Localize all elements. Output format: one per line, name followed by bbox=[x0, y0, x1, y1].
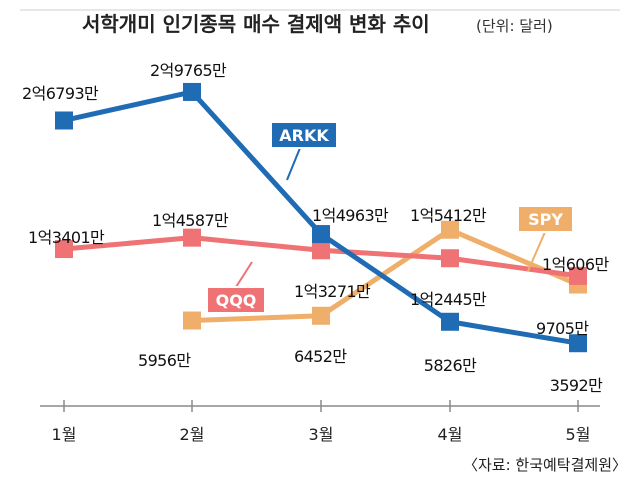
qqq-marker-2 bbox=[183, 228, 201, 247]
series-tags: ARKK QQQ SPY bbox=[206, 121, 574, 314]
qqq-label-4: 1억2445만 bbox=[410, 290, 487, 309]
series-markers bbox=[55, 82, 587, 353]
qqq-label-2: 1억4587만 bbox=[152, 211, 229, 230]
arkk-marker-5 bbox=[569, 334, 587, 353]
arkk-marker-2 bbox=[183, 82, 201, 101]
chart-title: 서학개미 인기종목 매수 결제액 변화 추이 bbox=[82, 12, 430, 36]
qqq-marker-5 bbox=[569, 266, 587, 285]
spy-label-4: 1억5412만 bbox=[410, 206, 487, 225]
arkk-label-3: 1억4963만 bbox=[312, 206, 389, 225]
arkk-marker-1 bbox=[55, 111, 73, 130]
spy-marker-3 bbox=[312, 306, 330, 325]
arkk-tag-label: ARKK bbox=[279, 126, 329, 145]
spy-tag-box bbox=[517, 205, 574, 233]
qqq-label-5: 1억606만 bbox=[542, 255, 609, 274]
chart-unit: (단위: 달러) bbox=[476, 17, 553, 35]
qqq-label-1: 1억3401만 bbox=[28, 228, 105, 247]
spy-label-2: 5956만 bbox=[138, 351, 191, 370]
qqq-marker-3 bbox=[312, 241, 330, 260]
qqq-marker-4 bbox=[441, 249, 459, 268]
x-tick-label-2: 2월 bbox=[180, 425, 205, 444]
x-tick-label-4: 4월 bbox=[438, 425, 463, 444]
spy-label-5: 9705만 bbox=[536, 319, 589, 338]
spy-label-3: 6452만 bbox=[294, 347, 347, 366]
spy-marker-4 bbox=[441, 220, 459, 239]
arkk-marker-3 bbox=[312, 225, 330, 244]
spy-tag-label: SPY bbox=[528, 210, 563, 229]
arkk-label-2: 2억9765만 bbox=[150, 61, 227, 80]
data-labels: 2억6793만 2억9765만 1억4963만 5826만 3592만 1억3401만 1억… bbox=[22, 61, 610, 395]
qqq-tag-label: QQQ bbox=[216, 291, 257, 310]
arkk-tag-box bbox=[270, 121, 338, 149]
x-tick-label-1: 1월 bbox=[52, 425, 77, 444]
spy-marker-2 bbox=[183, 311, 201, 330]
arkk-label-4: 5826만 bbox=[424, 356, 477, 375]
x-tick-label-3: 3월 bbox=[309, 425, 334, 444]
qqq-label-3: 1억3271만 bbox=[294, 282, 371, 301]
arkk-tag-leader bbox=[286, 147, 301, 181]
qqq-marker-1 bbox=[55, 240, 73, 259]
arkk-label-5: 3592만 bbox=[550, 376, 603, 395]
qqq-tag-leader bbox=[235, 261, 253, 288]
source-note: 〈자료: 한국예탁결제원〉 bbox=[463, 456, 627, 474]
qqq-tag-box bbox=[206, 286, 266, 314]
arkk-marker-4 bbox=[441, 312, 459, 331]
x-tick-group: 1월 2월 3월 4월 5월 bbox=[52, 400, 591, 444]
spy-line bbox=[191, 227, 579, 324]
x-tick-label-5: 5월 bbox=[566, 425, 591, 444]
arkk-label-1: 2억6793만 bbox=[22, 84, 99, 103]
spy-tag-leader bbox=[527, 231, 546, 272]
